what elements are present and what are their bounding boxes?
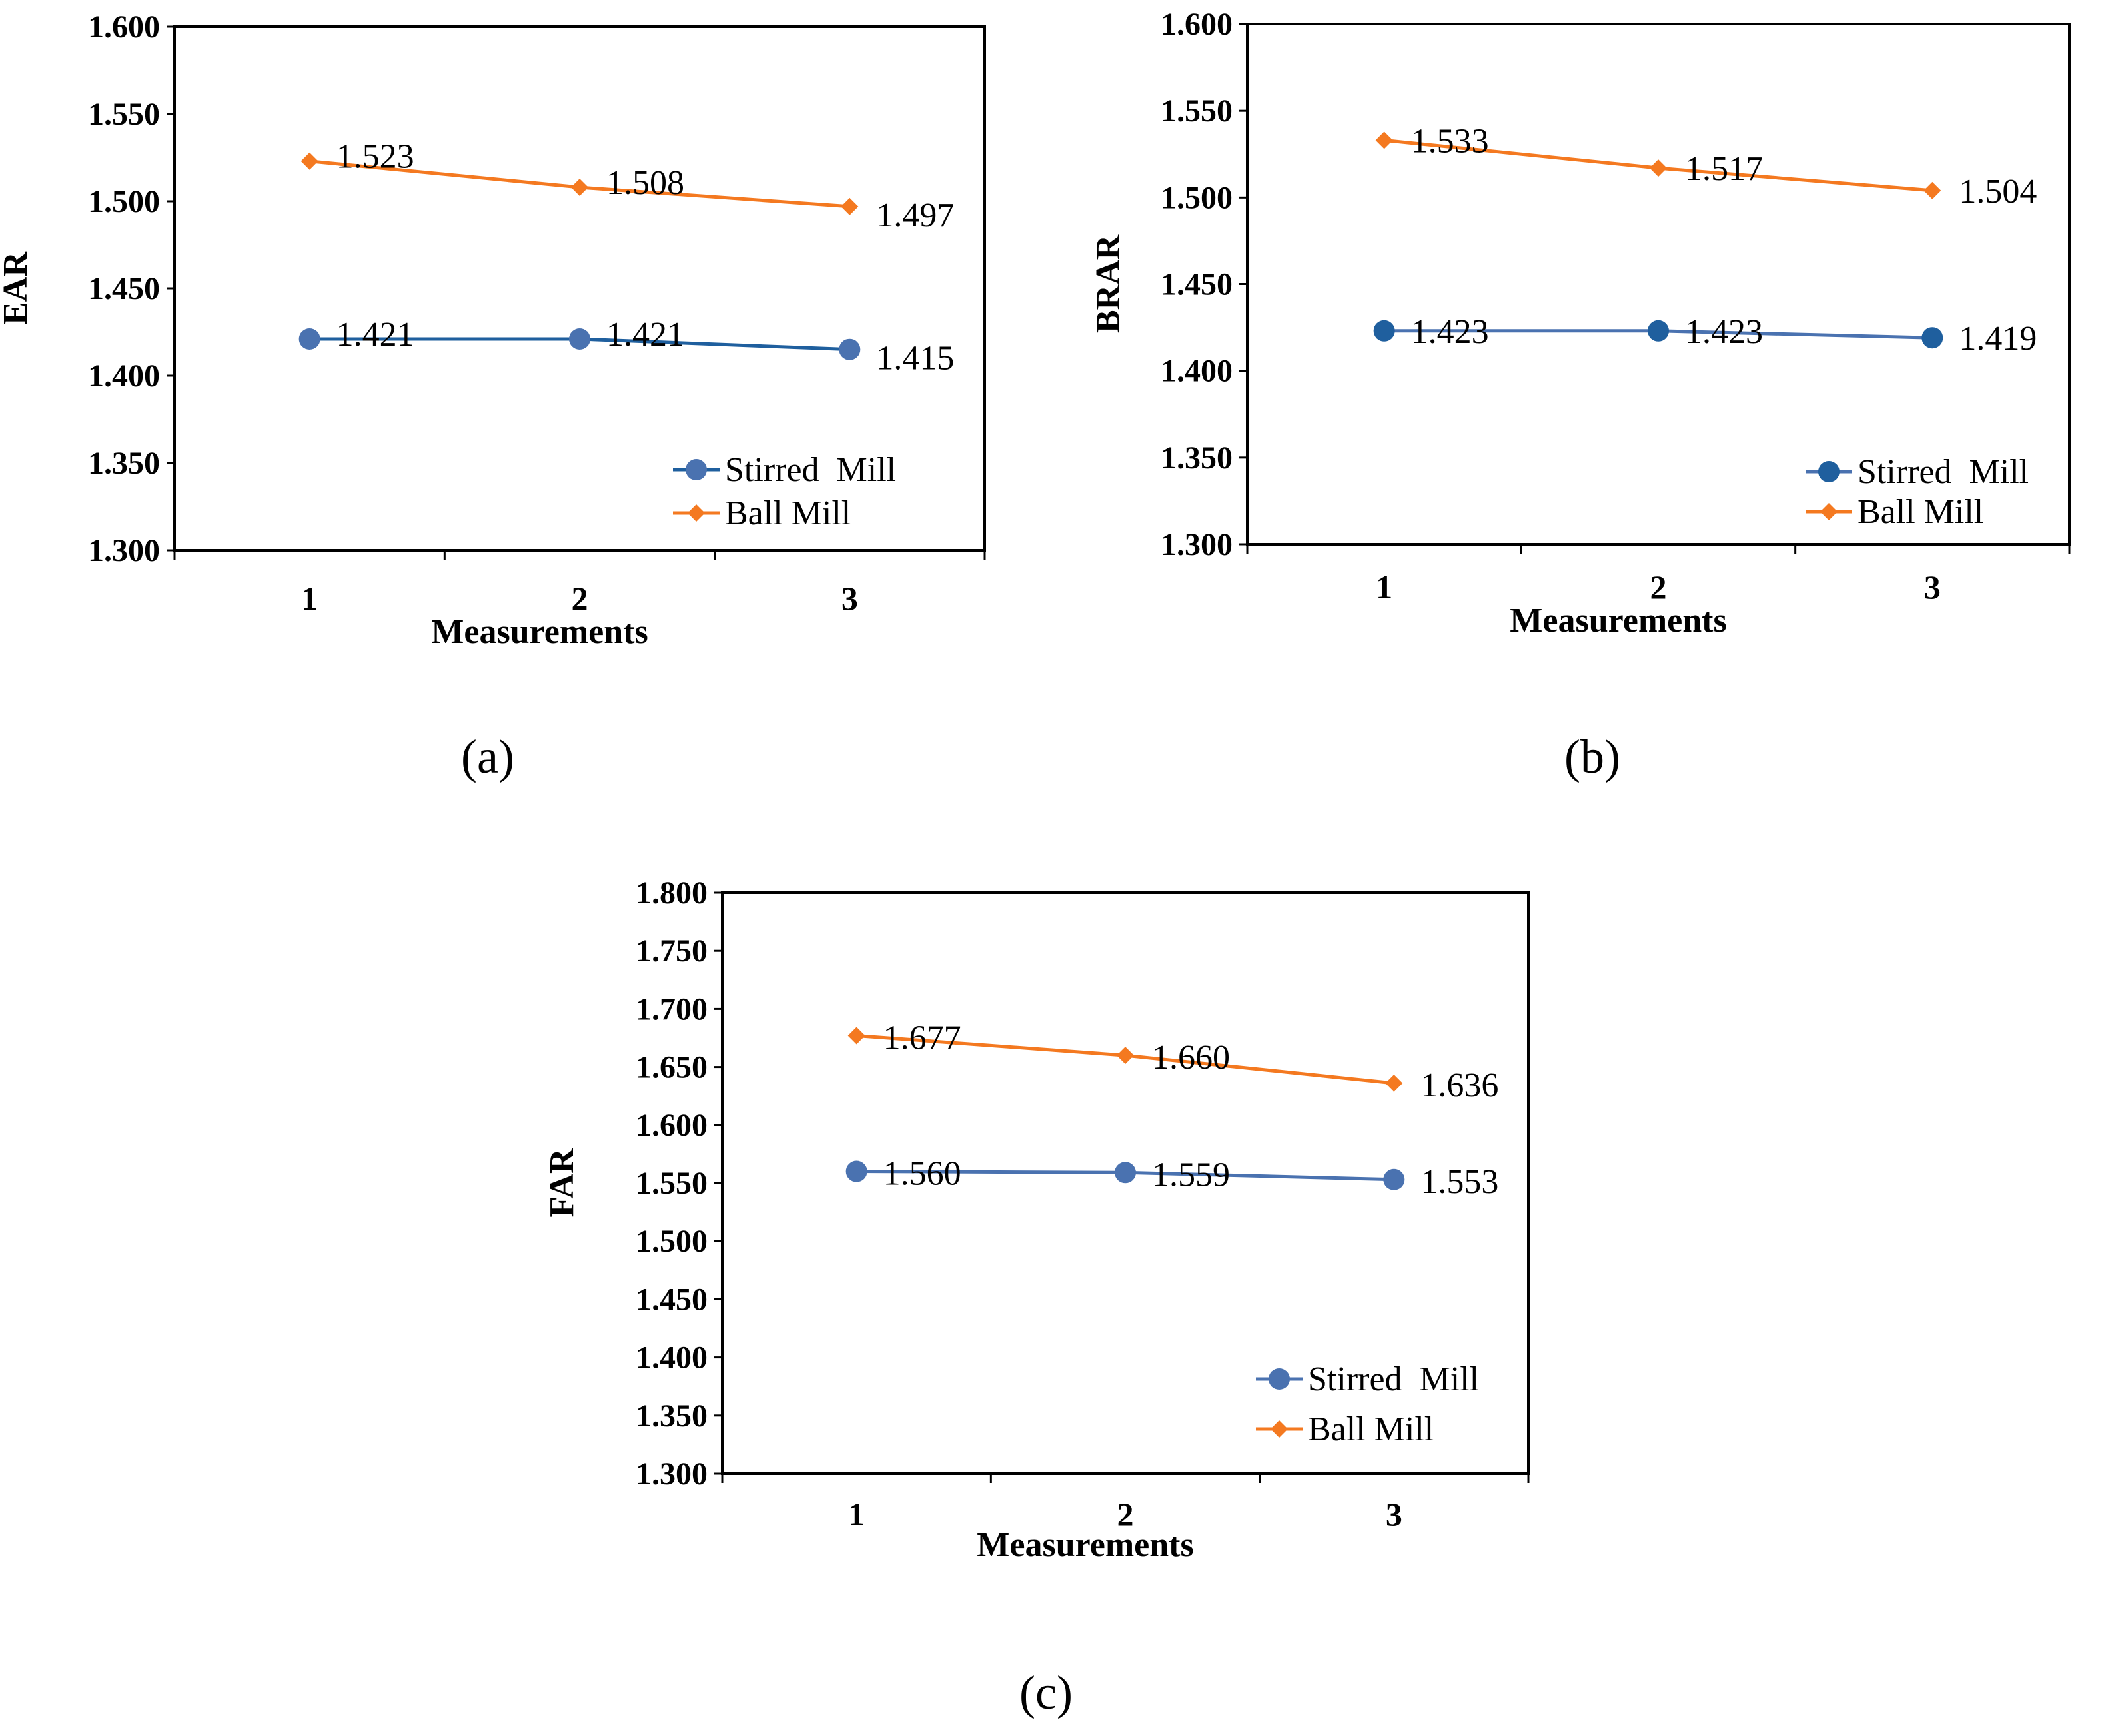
- data-point-ball-mill: [1375, 131, 1393, 149]
- legend-label: Ball Mill: [725, 494, 851, 532]
- data-point-stirred-mill: [1648, 320, 1669, 342]
- caption-b: (b): [1564, 730, 1620, 783]
- y-tick-label: 1.350: [636, 1398, 708, 1434]
- y-tick-label: 1.550: [1161, 93, 1233, 129]
- x-axis-title: Measurements: [431, 613, 648, 651]
- data-label: 1.421: [606, 316, 684, 354]
- data-label: 1.497: [876, 197, 954, 234]
- line-chart: 1.300 1.350 1.400 1.450 1.500 1.550 1.600 1 2 3 Me…: [1089, 7, 2071, 640]
- data-point-ball-mill: [1650, 159, 1667, 177]
- data-point-stirred-mill: [839, 338, 861, 360]
- y-tick-label: 1.500: [636, 1224, 708, 1259]
- x-tick-label: 1: [848, 1496, 865, 1533]
- y-tick-label: 1.500: [88, 184, 160, 219]
- y-tick-label: 1.450: [636, 1282, 708, 1317]
- caption-a: (a): [461, 730, 514, 783]
- x-tick-label: 2: [572, 580, 588, 617]
- data-label: 1.533: [1411, 122, 1489, 160]
- y-tick-label: 1.400: [88, 358, 160, 394]
- x-axis-title: Measurements: [977, 1526, 1193, 1564]
- x-tick-label: 1: [301, 580, 318, 617]
- data-point-stirred-mill: [1115, 1162, 1136, 1184]
- y-tick-label: 1.300: [636, 1456, 708, 1492]
- line-chart: 1.300 1.350 1.400 1.450 1.500 1.550 1.600 1 2 3 Me…: [0, 9, 986, 651]
- legend-marker-circle: [1818, 461, 1840, 482]
- data-label: 1.415: [876, 340, 954, 378]
- y-tick-label: 1.350: [1161, 440, 1233, 476]
- y-axis-title: BRAR: [1089, 234, 1127, 333]
- y-tick-label: 1.350: [88, 446, 160, 481]
- y-tick-label: 1.750: [636, 933, 708, 969]
- data-label: 1.553: [1420, 1163, 1498, 1201]
- y-axis-title: FAR: [543, 1148, 581, 1217]
- y-tick-label: 1.300: [1161, 527, 1233, 562]
- caption-c: (c): [1019, 1666, 1073, 1719]
- y-tick-label: 1.450: [1161, 267, 1233, 302]
- data-label: 1.636: [1420, 1067, 1498, 1104]
- y-tick-label: 1.800: [636, 875, 708, 911]
- data-point-stirred-mill: [569, 328, 590, 350]
- data-label: 1.559: [1152, 1156, 1230, 1194]
- data-label: 1.423: [1685, 313, 1763, 351]
- data-label: 1.419: [1959, 320, 2037, 358]
- legend-marker-circle: [686, 459, 707, 480]
- data-label: 1.523: [336, 138, 414, 176]
- legend-label: Ball Mill: [1857, 493, 1983, 531]
- x-tick-label: 3: [841, 580, 858, 617]
- x-tick-label: 2: [1650, 568, 1667, 606]
- y-tick-label: 1.500: [1161, 180, 1233, 215]
- y-tick-label: 1.600: [88, 9, 160, 45]
- plot-area: [1246, 23, 2071, 546]
- data-point-stirred-mill: [845, 1160, 867, 1182]
- data-label: 1.517: [1685, 150, 1763, 188]
- data-point-stirred-mill: [298, 328, 320, 350]
- data-point-ball-mill: [847, 1027, 865, 1045]
- data-label: 1.660: [1152, 1039, 1230, 1077]
- data-label: 1.560: [883, 1155, 961, 1193]
- line-chart: 1.300 1.350 1.400 1.450 1.500 1.550 1.600 1.650…: [543, 875, 1530, 1564]
- x-axis-title: Measurements: [1510, 602, 1726, 640]
- data-label: 1.504: [1959, 173, 2037, 211]
- data-label: 1.423: [1411, 313, 1489, 351]
- legend-label: Stirred Mill: [1857, 453, 2029, 491]
- y-tick-label: 1.300: [88, 533, 160, 568]
- legend-label: Stirred Mill: [725, 451, 896, 489]
- data-label: 1.421: [336, 316, 414, 354]
- y-tick-label: 1.650: [636, 1050, 708, 1085]
- y-tick-label: 1.450: [88, 271, 160, 306]
- data-label: 1.508: [606, 164, 684, 202]
- data-point-stirred-mill: [1921, 327, 1943, 349]
- chart-panel-brar: 1.300 1.350 1.400 1.450 1.500 1.550 1.600 1 2 3 Me…: [1066, 0, 2114, 673]
- data-point-stirred-mill: [1373, 320, 1395, 342]
- legend-marker-circle: [1269, 1368, 1290, 1390]
- data-point-ball-mill: [571, 179, 588, 197]
- legend-label: Ball Mill: [1308, 1410, 1434, 1448]
- data-point-stirred-mill: [1383, 1168, 1405, 1190]
- chart-panel-ear: 1.300 1.350 1.400 1.450 1.500 1.550 1.600 1 2 3 Me…: [0, 0, 1039, 673]
- y-tick-label: 1.700: [636, 991, 708, 1027]
- data-point-ball-mill: [841, 197, 859, 215]
- y-tick-label: 1.400: [636, 1340, 708, 1376]
- y-tick-label: 1.600: [636, 1108, 708, 1143]
- y-axis-title: EAR: [0, 251, 35, 325]
- x-tick-label: 1: [1376, 568, 1392, 606]
- y-tick-label: 1.400: [1161, 354, 1233, 389]
- legend-marker-diamond: [1271, 1420, 1288, 1438]
- data-label: 1.677: [883, 1019, 961, 1057]
- x-tick-label: 3: [1386, 1496, 1402, 1533]
- y-tick-label: 1.600: [1161, 7, 1233, 42]
- x-tick-label: 2: [1117, 1496, 1134, 1533]
- x-tick-label: 3: [1924, 568, 1941, 606]
- data-point-ball-mill: [1117, 1047, 1134, 1065]
- y-tick-label: 1.550: [88, 97, 160, 132]
- data-point-ball-mill: [1923, 181, 1941, 199]
- chart-panel-far: 1.300 1.350 1.400 1.450 1.500 1.550 1.600 1.650…: [506, 859, 1586, 1645]
- plot-area: [173, 25, 986, 552]
- legend-marker-diamond: [1820, 503, 1838, 520]
- y-tick-label: 1.550: [636, 1166, 708, 1201]
- data-point-ball-mill: [1385, 1075, 1403, 1092]
- legend-marker-diamond: [688, 504, 705, 522]
- legend-label: Stirred Mill: [1308, 1360, 1479, 1398]
- data-point-ball-mill: [300, 152, 318, 170]
